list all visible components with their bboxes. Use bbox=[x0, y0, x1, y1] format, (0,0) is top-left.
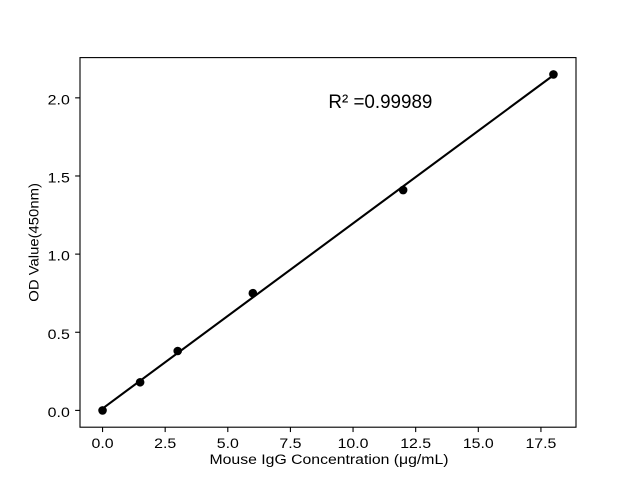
svg-text:R² =0.99989: R² =0.99989 bbox=[328, 91, 432, 113]
svg-text:1.5: 1.5 bbox=[48, 170, 70, 186]
svg-text:12.5: 12.5 bbox=[400, 435, 431, 451]
svg-text:10.0: 10.0 bbox=[338, 435, 369, 451]
svg-text:1.0: 1.0 bbox=[48, 248, 70, 264]
svg-text:2.0: 2.0 bbox=[48, 91, 70, 107]
svg-text:17.5: 17.5 bbox=[525, 435, 556, 451]
svg-text:2.5: 2.5 bbox=[154, 435, 176, 451]
svg-text:OD Value(450nm): OD Value(450nm) bbox=[26, 183, 42, 302]
svg-text:7.5: 7.5 bbox=[279, 435, 301, 451]
svg-text:0.5: 0.5 bbox=[48, 326, 70, 342]
svg-text:5.0: 5.0 bbox=[217, 435, 239, 451]
svg-text:Mouse IgG Concentration (μg/mL: Mouse IgG Concentration (μg/mL) bbox=[210, 451, 449, 467]
svg-text:15.0: 15.0 bbox=[463, 435, 494, 451]
svg-text:0.0: 0.0 bbox=[92, 435, 114, 451]
svg-text:0.0: 0.0 bbox=[48, 404, 70, 420]
